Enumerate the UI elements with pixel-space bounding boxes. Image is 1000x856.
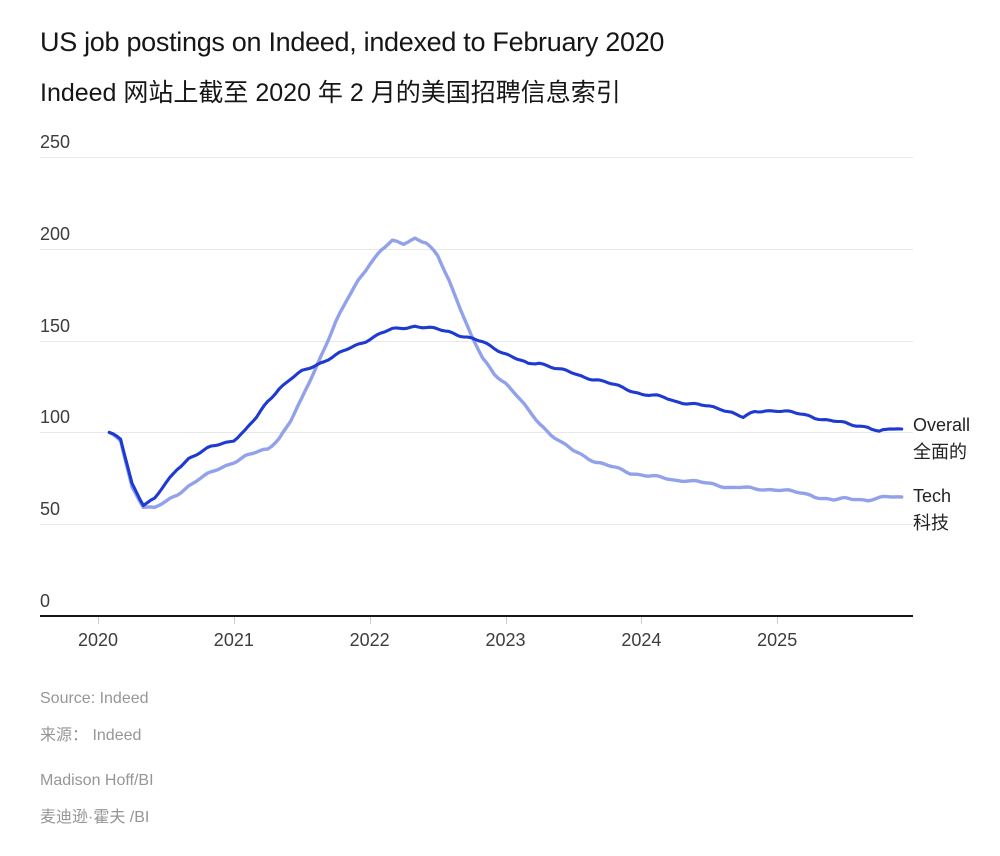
x-tick-mark-2025 <box>777 617 779 624</box>
credit-line: Madison Hoff/BI <box>40 772 154 789</box>
legend-overall-label: Overall <box>913 415 971 435</box>
legend-overall-label-chinese: 全面的 <box>913 442 967 462</box>
chart-subtitle-chinese: Indeed 网站上截至 2020 年 2 月的美国招聘信息索引 <box>40 79 621 107</box>
x-axis-line <box>40 615 913 617</box>
gridline-250 <box>40 157 913 158</box>
x-tick-label-2025: 2025 <box>757 630 798 650</box>
source-line: Source: Indeed <box>40 690 149 707</box>
x-tick-mark-2022 <box>369 617 371 624</box>
y-tick-label-200: 200 <box>40 223 71 244</box>
y-tick-label-250: 250 <box>40 132 71 152</box>
source-line-chinese: 来源： Indeed <box>40 727 142 744</box>
x-tick-label-2022: 2022 <box>349 630 390 650</box>
credit-line-chinese: 麦迪逊·霍夫 /BI <box>40 809 150 826</box>
x-tick-label-2021: 2021 <box>213 630 254 650</box>
x-tick-label-2020: 2020 <box>77 630 119 650</box>
x-tick-label-2024: 2024 <box>621 630 662 650</box>
x-tick-mark-2023 <box>505 617 507 624</box>
legend-tech-label: Tech <box>913 486 952 506</box>
x-tick-label-2023: 2023 <box>485 630 526 650</box>
gridline-200 <box>40 248 913 250</box>
y-tick-label-50: 50 <box>40 499 61 520</box>
gridline-100 <box>40 432 913 434</box>
y-tick-label-150: 150 <box>40 315 71 336</box>
y-tick-label-100: 100 <box>40 407 71 428</box>
legend-tech: Tech 科技 <box>913 483 951 537</box>
tech-line <box>107 236 904 509</box>
gridline-150 <box>40 340 913 342</box>
overall-line <box>107 324 904 508</box>
x-tick-mark-2021 <box>233 617 235 624</box>
x-tick-mark-2024 <box>641 617 643 624</box>
y-tick-label-0: 0 <box>40 591 51 611</box>
legend-tech-label-chinese: 科技 <box>913 513 949 533</box>
legend-overall: Overall 全面的 <box>913 412 970 466</box>
chart-title: US job postings on Indeed, indexed to Fe… <box>40 27 665 57</box>
gridline-50 <box>40 524 913 526</box>
x-tick-mark-2020 <box>98 617 99 624</box>
